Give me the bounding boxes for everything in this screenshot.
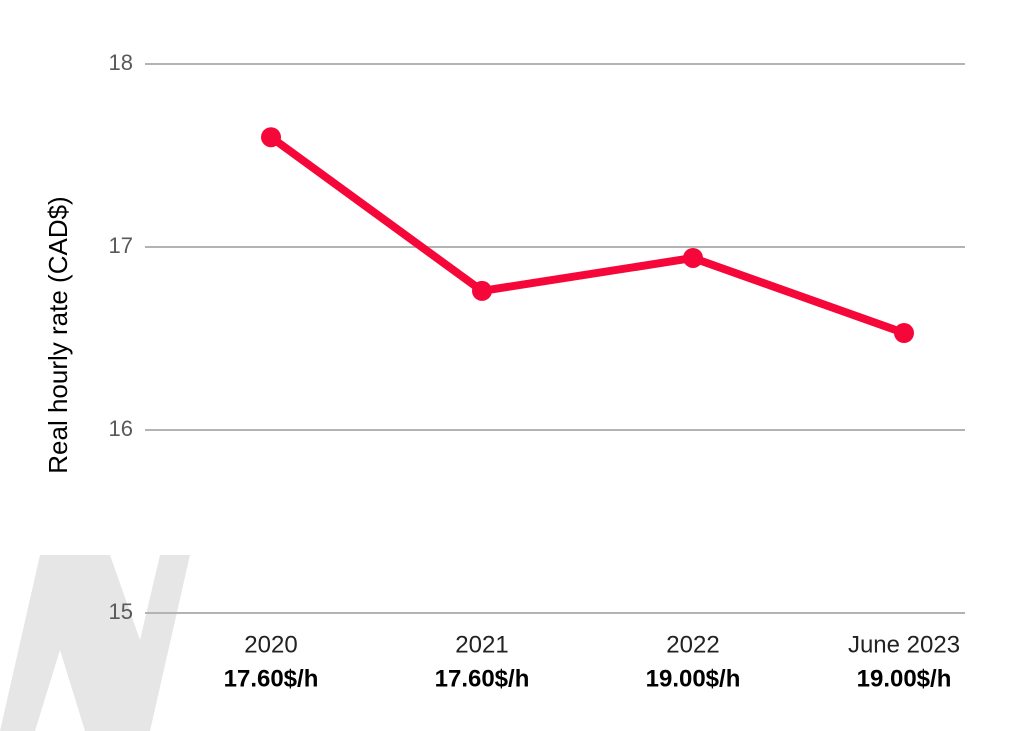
x-tick-note: 19.00$/h <box>646 665 741 692</box>
x-tick-note: 17.60$/h <box>224 665 319 692</box>
data-point <box>472 280 492 301</box>
x-tick-label: 2021 <box>455 631 508 658</box>
y-tick-label: 15 <box>109 599 133 624</box>
data-point <box>683 247 703 268</box>
x-tick-note: 19.00$/h <box>857 665 952 692</box>
x-tick-label: 2022 <box>666 631 719 658</box>
x-tick-label: June 2023 <box>848 631 960 658</box>
y-tick-label: 18 <box>109 50 133 75</box>
y-axis-title: Real hourly rate (CAD$) <box>43 196 73 473</box>
x-tick-label: 2020 <box>244 631 297 658</box>
series-line <box>268 133 906 337</box>
y-tick-label: 16 <box>109 416 133 441</box>
y-tick-label: 17 <box>109 233 133 258</box>
watermark <box>0 555 190 731</box>
data-point <box>261 127 281 148</box>
data-point <box>894 323 914 344</box>
x-tick-note: 17.60$/h <box>435 665 530 692</box>
